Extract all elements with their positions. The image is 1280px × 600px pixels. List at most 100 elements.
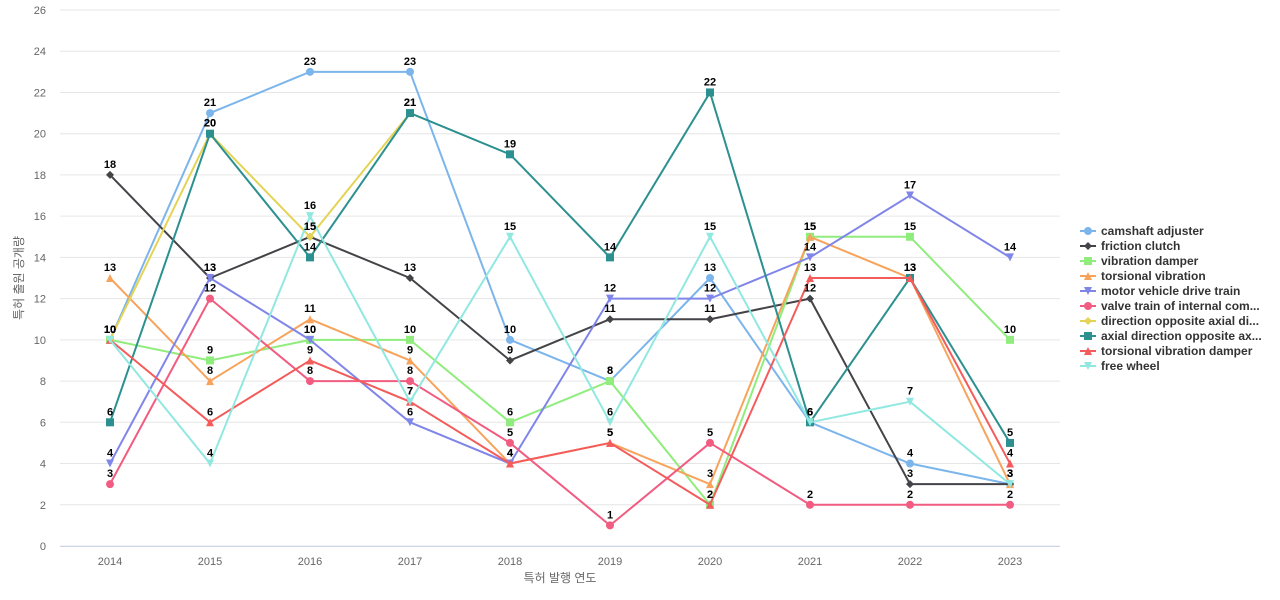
data-label: 12 [804,283,816,295]
data-label: 15 [504,221,516,233]
legend-item[interactable]: torsional vibration [1080,269,1206,283]
data-label: 5 [507,427,513,439]
data-label: 13 [804,262,816,274]
x-tick-label: 2017 [398,556,422,568]
data-label: 21 [404,97,416,109]
data-point [706,500,714,509]
data-point [106,418,114,427]
data-label: 13 [704,262,716,274]
data-point [606,294,614,303]
data-point [906,397,914,406]
data-point [706,480,714,489]
data-point [306,232,314,241]
legend-item[interactable]: direction opposite axial di... [1080,314,1259,328]
data-point [906,274,914,282]
data-point [306,253,314,262]
legend-marker [1084,302,1092,310]
series-vibration damper[interactable] [106,232,1014,509]
data-label: 12 [204,283,216,295]
data-point [106,274,114,282]
series-line [109,277,1011,506]
data-point [506,232,514,241]
data-point [706,232,714,241]
legend-label: friction clutch [1101,239,1180,253]
data-point [1006,459,1014,468]
data-point [306,356,314,365]
data-label: 13 [404,262,416,274]
y-tick-label: 4 [40,459,46,471]
data-label: 15 [804,221,816,233]
legend-item[interactable]: torsional vibration damper [1080,344,1253,358]
data-point [206,294,214,303]
data-point [406,109,414,118]
data-label: 21 [404,97,416,109]
x-tick-label: 2015 [198,556,222,568]
data-label: 6 [207,406,213,418]
legend-label: vibration damper [1101,254,1199,268]
data-label: 3 [107,468,113,480]
data-label: 4 [207,448,214,460]
legend-marker [1084,287,1092,295]
x-tick-label: 2023 [998,556,1022,568]
legend-item[interactable]: free wheel [1080,359,1160,373]
data-label: 12 [704,283,716,295]
data-label: 6 [607,406,613,418]
data-label: 12 [604,283,616,295]
data-label: 7 [907,386,913,398]
data-point [506,459,514,468]
data-point [806,294,814,303]
legend-marker [1084,347,1092,355]
legend-item[interactable]: camshaft adjuster [1080,224,1204,238]
y-tick-label: 10 [34,335,46,347]
y-tick-label: 0 [40,541,46,553]
data-point [406,274,414,282]
series-group [106,67,1014,530]
legend-item[interactable]: vibration damper [1080,254,1199,268]
y-tick-label: 18 [34,170,46,182]
legend-item[interactable]: friction clutch [1080,239,1180,253]
data-point [306,377,314,386]
data-point [706,88,714,97]
data-label: 13 [904,262,916,274]
data-point [106,335,114,344]
data-label: 9 [307,344,313,356]
legend-item[interactable]: axial direction opposite ax... [1080,329,1262,343]
data-label: 10 [404,324,416,336]
data-label: 10 [104,324,116,336]
data-point [206,129,214,138]
data-label: 8 [307,365,313,377]
data-label: 8 [607,365,613,377]
x-axis-title: 특허 발행 연도 [524,570,597,585]
series-torsional vibration damper[interactable] [106,274,1014,509]
x-tick-label: 2020 [698,556,722,568]
data-point [506,335,514,344]
data-label: 15 [304,221,316,233]
data-point [406,67,414,76]
legend-marker [1084,257,1092,265]
data-label: 14 [1004,241,1017,253]
y-tick-label: 24 [34,46,46,58]
legend-item[interactable]: valve train of internal com... [1080,299,1260,313]
data-label: 10 [1004,324,1016,336]
data-label: 3 [1007,468,1013,480]
data-label: 10 [104,324,116,336]
data-label: 3 [1007,468,1013,480]
legend-marker [1084,272,1092,280]
legend-label: valve train of internal com... [1101,299,1260,313]
series-line [109,194,1011,465]
series-free wheel[interactable] [106,212,1014,489]
data-label: 5 [607,427,613,439]
data-label: 8 [607,365,613,377]
legend-item[interactable]: motor vehicle drive train [1080,284,1240,298]
legend-marker [1084,242,1092,250]
series-axial direction opposite ax...[interactable] [106,88,1014,447]
data-label: 4 [107,448,114,460]
data-label: 16 [304,200,316,212]
data-point [306,335,314,344]
data-label: 13 [904,262,916,274]
data-point [106,480,114,489]
legend-label: motor vehicle drive train [1101,284,1240,298]
x-tick-label: 2016 [298,556,322,568]
legend-label: torsional vibration [1101,269,1206,283]
series-line [109,91,1011,444]
